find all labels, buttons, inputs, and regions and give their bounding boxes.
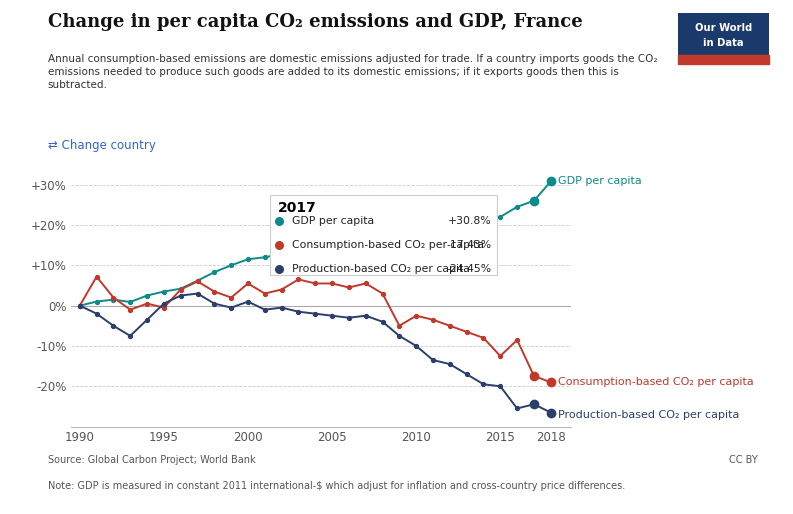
Text: Production-based CO₂ per capita: Production-based CO₂ per capita	[292, 264, 469, 274]
Text: Consumption-based CO₂ per capita: Consumption-based CO₂ per capita	[292, 240, 484, 250]
Text: in Data: in Data	[703, 38, 744, 48]
Text: GDP per capita: GDP per capita	[557, 176, 642, 187]
Text: Note: GDP is measured in constant 2011 international-$ which adjust for inflatio: Note: GDP is measured in constant 2011 i…	[48, 481, 625, 490]
Text: Production-based CO₂ per capita: Production-based CO₂ per capita	[557, 410, 739, 419]
Text: -17.43%: -17.43%	[446, 240, 492, 250]
Text: Source: Global Carbon Project; World Bank: Source: Global Carbon Project; World Ban…	[48, 455, 255, 465]
FancyBboxPatch shape	[270, 195, 497, 276]
Text: -24.45%: -24.45%	[446, 264, 492, 274]
Text: Our World: Our World	[695, 23, 753, 33]
Text: +30.8%: +30.8%	[448, 216, 492, 226]
Text: ⇄ Change country: ⇄ Change country	[48, 139, 155, 152]
Text: GDP per capita: GDP per capita	[292, 216, 374, 226]
Text: Change in per capita CO₂ emissions and GDP, France: Change in per capita CO₂ emissions and G…	[48, 13, 582, 31]
Text: CC BY: CC BY	[729, 455, 757, 465]
Text: 2017: 2017	[278, 201, 317, 215]
Text: Consumption-based CO₂ per capita: Consumption-based CO₂ per capita	[557, 377, 753, 387]
Text: Annual consumption-based emissions are domestic emissions adjusted for trade. If: Annual consumption-based emissions are d…	[48, 54, 657, 90]
Bar	[678, 55, 769, 64]
